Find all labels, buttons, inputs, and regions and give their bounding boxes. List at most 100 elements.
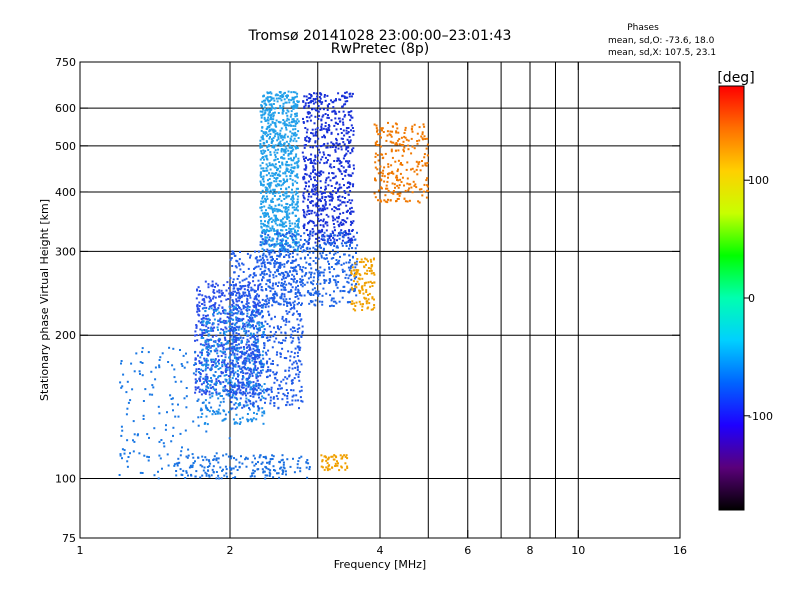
data-point: [252, 332, 255, 335]
data-point: [347, 236, 350, 239]
data-point: [202, 317, 205, 320]
data-point: [263, 273, 266, 276]
data-point: [232, 312, 235, 315]
data-point: [208, 390, 211, 393]
data-point: [281, 144, 284, 147]
data-point: [265, 362, 268, 365]
data-point: [337, 217, 340, 220]
data-point: [296, 295, 299, 298]
data-point: [174, 380, 177, 383]
data-point: [317, 208, 320, 211]
data-point: [276, 397, 279, 400]
data-point: [312, 170, 314, 173]
data-point: [229, 349, 232, 352]
data-point: [252, 280, 255, 283]
data-point: [233, 372, 236, 375]
data-point: [270, 199, 273, 202]
data-point: [286, 242, 289, 245]
data-point: [296, 103, 299, 106]
data-point: [334, 218, 337, 221]
data-point: [407, 144, 410, 147]
data-point: [297, 346, 300, 349]
data-point: [289, 177, 292, 180]
data-point: [249, 370, 252, 373]
data-point: [208, 475, 211, 478]
data-point: [220, 300, 223, 303]
data-point: [263, 342, 266, 345]
data-point: [254, 266, 257, 269]
data-point: [337, 159, 340, 162]
y-axis-label: Stationary phase Virtual Height [km]: [38, 199, 51, 401]
data-point: [286, 210, 289, 213]
data-point: [308, 221, 311, 224]
data-point: [322, 127, 325, 130]
data-point: [266, 183, 269, 186]
data-point: [230, 381, 233, 384]
data-point: [242, 381, 244, 384]
data-point: [204, 310, 207, 313]
data-point: [377, 133, 380, 136]
data-point: [212, 409, 215, 412]
data-point: [267, 349, 270, 352]
data-point: [322, 171, 325, 174]
data-point: [210, 284, 213, 287]
data-point: [232, 302, 235, 305]
data-point: [272, 363, 274, 365]
data-point: [285, 140, 288, 143]
data-point: [270, 259, 273, 262]
data-point: [255, 369, 258, 371]
data-point: [320, 128, 323, 131]
data-point: [131, 388, 134, 391]
data-point: [306, 120, 309, 123]
data-point: [266, 360, 269, 363]
data-point: [345, 148, 348, 151]
data-point: [250, 334, 253, 337]
data-point: [210, 406, 213, 409]
data-point: [318, 114, 321, 117]
data-point: [278, 209, 281, 212]
data-point: [241, 361, 244, 364]
data-point: [269, 402, 272, 405]
data-point: [354, 271, 357, 274]
data-point: [274, 244, 277, 247]
data-point: [296, 118, 299, 121]
data-point: [346, 201, 349, 203]
data-point: [291, 149, 294, 152]
data-point: [227, 347, 230, 350]
data-point: [203, 329, 206, 331]
data-point: [276, 100, 279, 103]
data-point: [296, 303, 299, 306]
data-point: [330, 266, 333, 268]
data-point: [211, 386, 214, 388]
data-point: [211, 335, 214, 338]
data-point: [230, 328, 233, 331]
data-point: [373, 192, 376, 195]
data-point: [303, 95, 306, 98]
data-point: [219, 295, 222, 298]
data-point: [260, 235, 263, 238]
data-point: [227, 375, 230, 378]
data-point: [325, 292, 328, 295]
data-point: [318, 209, 321, 212]
data-point: [315, 191, 318, 194]
data-point: [236, 317, 239, 320]
data-point: [340, 229, 343, 232]
data-point: [164, 428, 167, 431]
data-point: [293, 119, 296, 122]
data-point: [330, 132, 333, 135]
data-point: [282, 122, 285, 125]
data-point: [421, 160, 423, 162]
data-point: [271, 106, 274, 109]
data-point: [303, 210, 306, 213]
data-point: [245, 397, 248, 400]
data-point: [282, 250, 285, 253]
data-point: [318, 220, 321, 223]
data-point: [353, 302, 356, 305]
data-point: [242, 271, 245, 273]
data-point: [295, 114, 298, 117]
data-point: [322, 274, 325, 277]
data-point: [323, 268, 326, 271]
data-point: [355, 269, 358, 271]
data-point: [264, 474, 267, 477]
data-point: [212, 374, 215, 377]
